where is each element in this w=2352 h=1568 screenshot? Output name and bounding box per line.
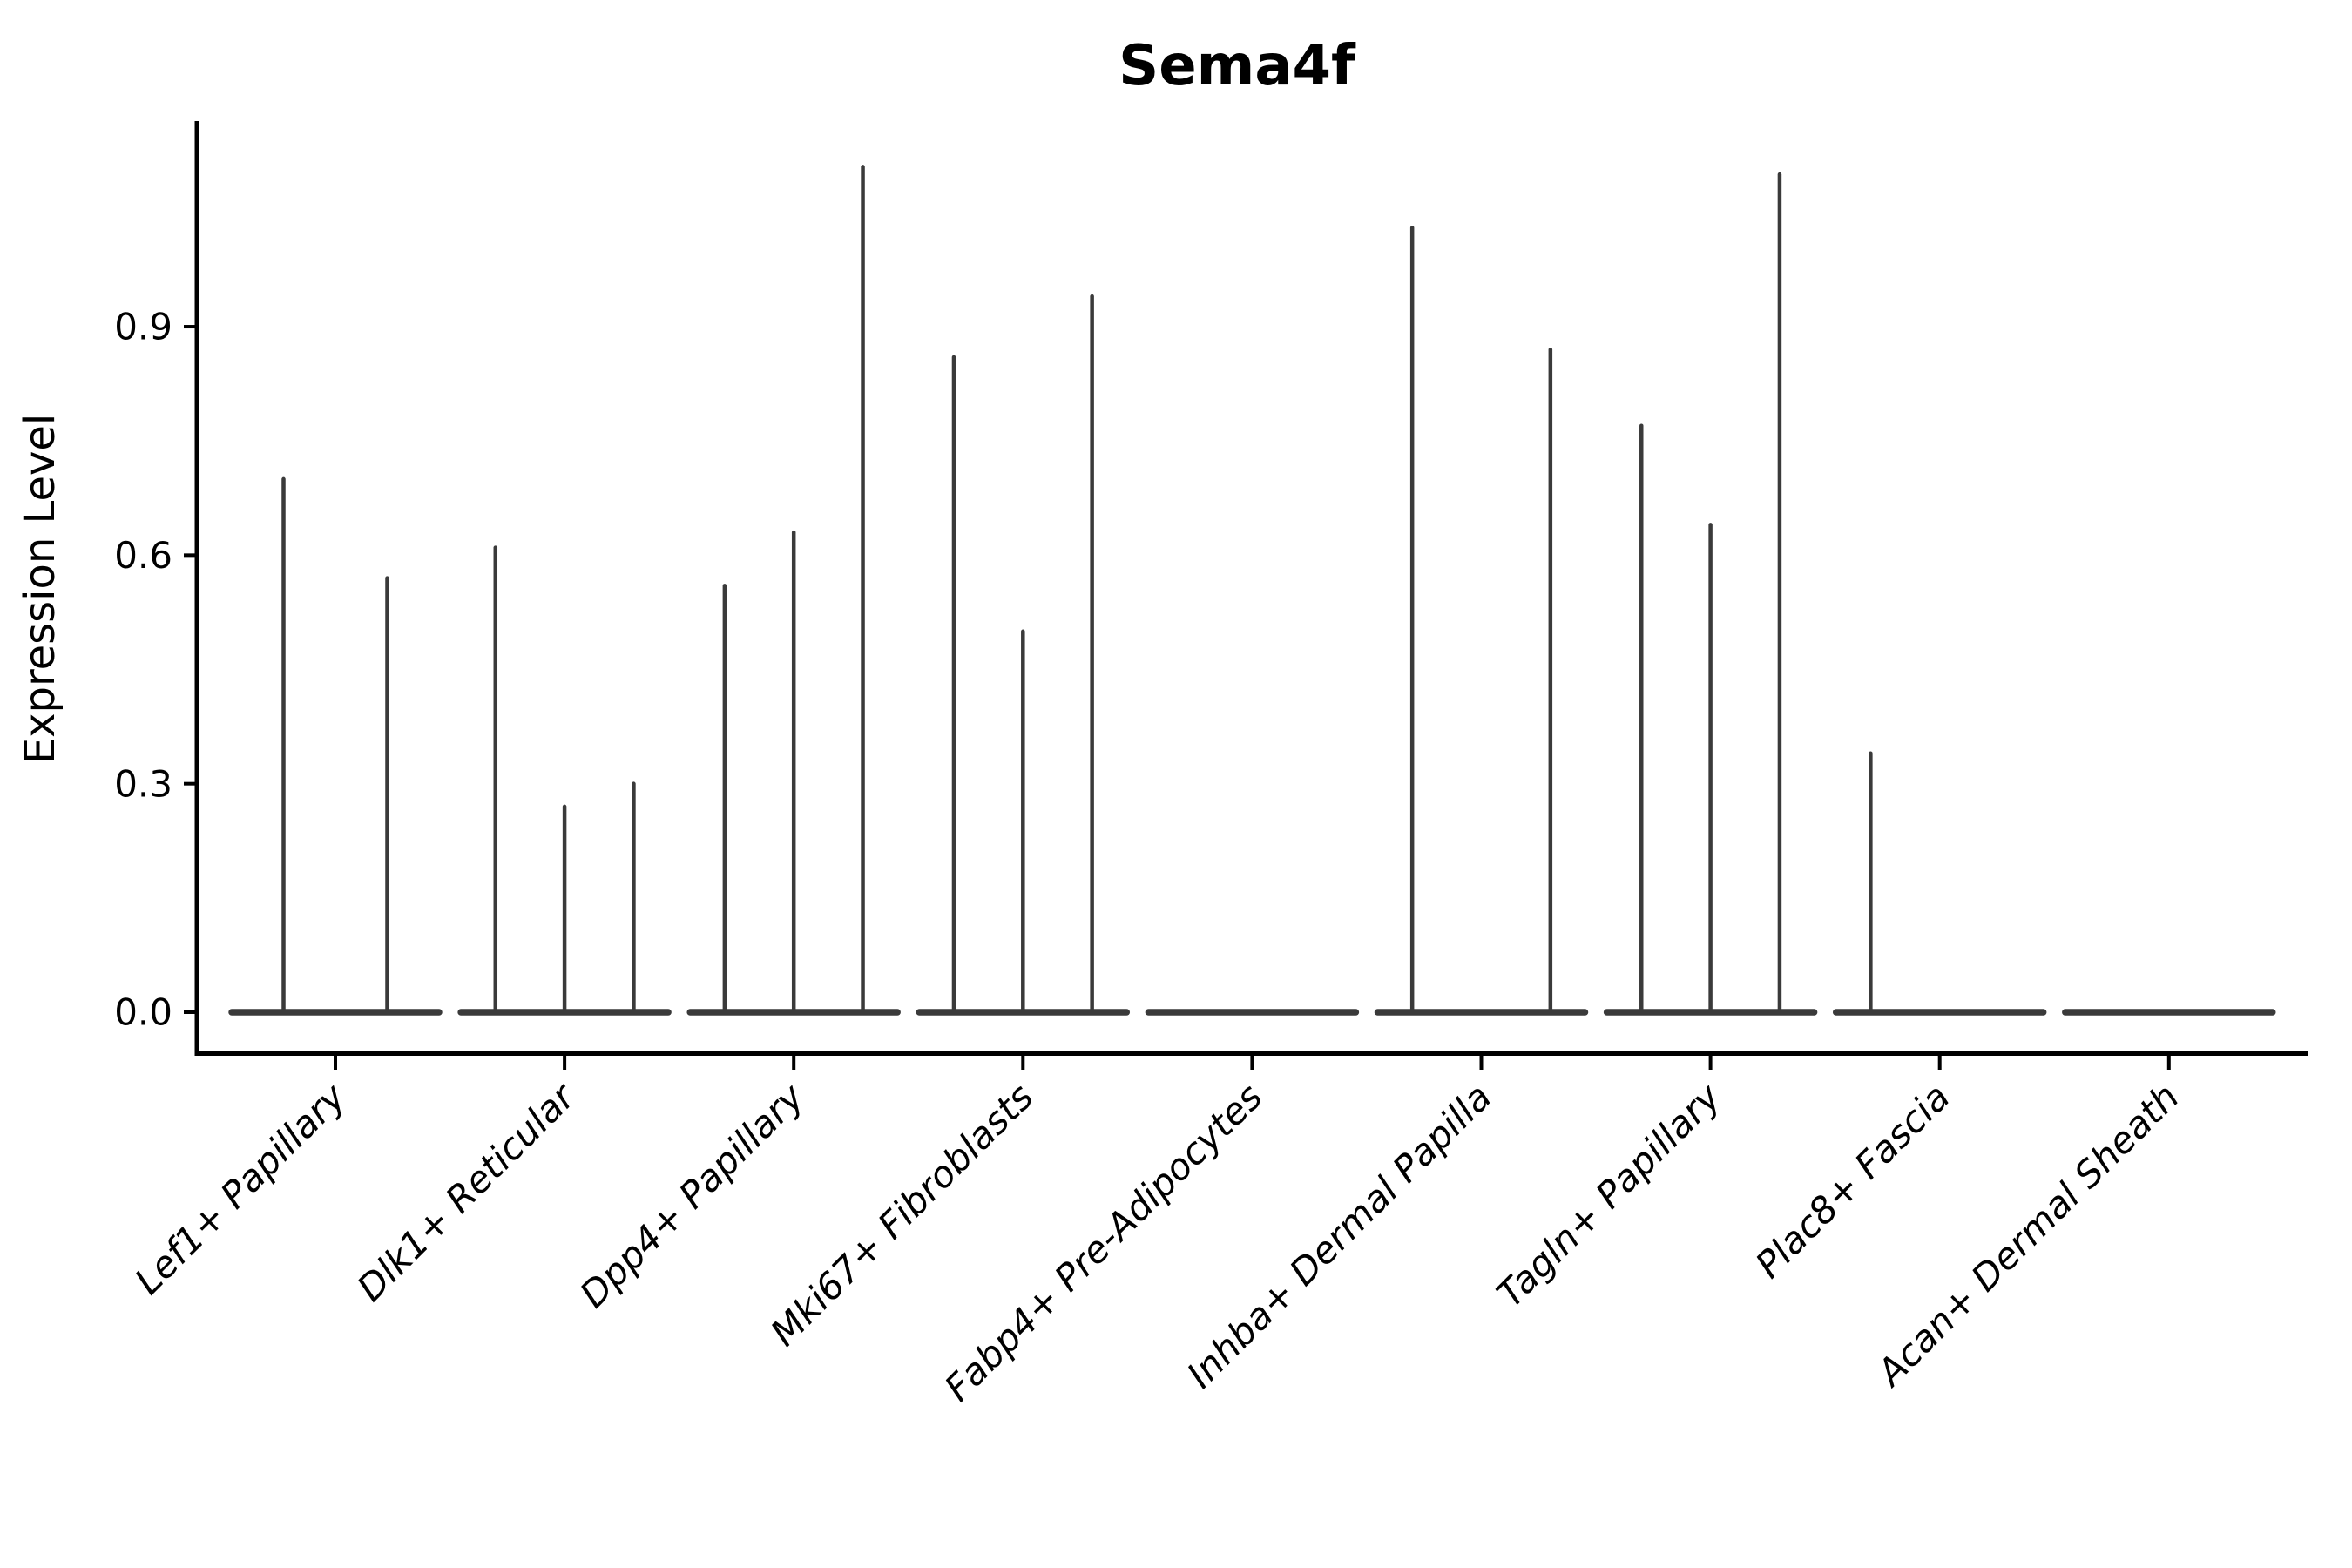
y-tick-label: 0.3 bbox=[114, 762, 172, 805]
y-tick-label: 0.9 bbox=[114, 306, 172, 348]
violins-layer bbox=[228, 165, 2276, 1016]
y-tick-label: 0.0 bbox=[114, 991, 172, 1034]
y-tick-label: 0.6 bbox=[114, 534, 172, 577]
y-axis-label: Expression Level bbox=[16, 414, 64, 765]
x-tick-label: Tagln+ Papillary bbox=[1489, 1075, 1730, 1316]
chart-title: Sema4f bbox=[1119, 34, 1356, 98]
x-tick-label: Dlk1+ Reticular bbox=[348, 1073, 585, 1309]
x-tick-label: Dpp4+ Papillary bbox=[571, 1075, 813, 1316]
x-tick-label: Mki67+ Fibroblasts bbox=[762, 1075, 1041, 1354]
x-tick-label: Plac8+ Fascia bbox=[1747, 1075, 1958, 1286]
x-tick-label: Lef1+ Papillary bbox=[126, 1075, 355, 1303]
